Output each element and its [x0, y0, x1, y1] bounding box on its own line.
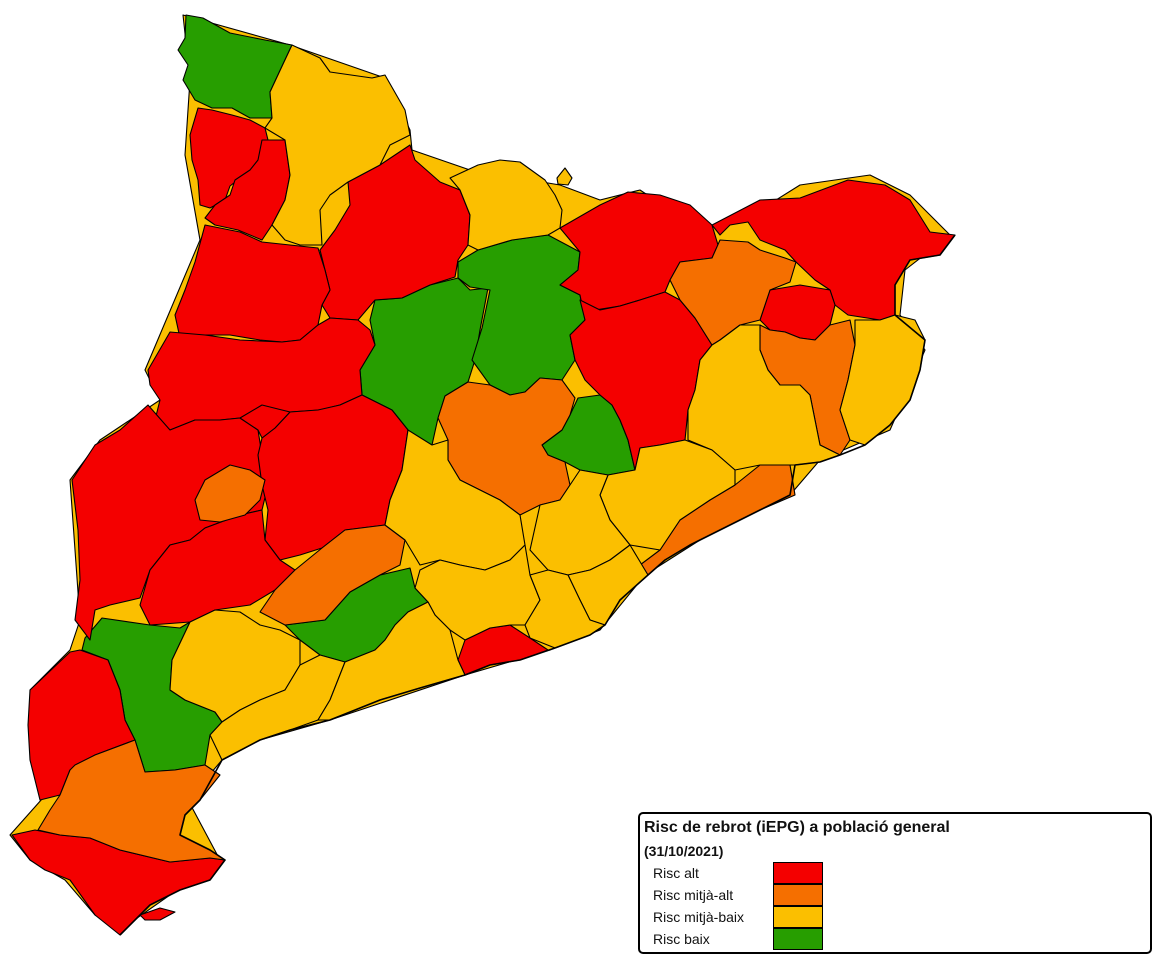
legend-label: Risc mitjà-alt [653, 887, 734, 903]
legend-swatch-orange [773, 884, 823, 906]
legend-subtitle: (31/10/2021) [644, 843, 724, 859]
legend-title: Risc de rebrot (iEPG) a població general [644, 819, 950, 836]
region-bergueda [457, 234, 586, 396]
region-medes-island [556, 167, 573, 186]
legend-label: Risc alt [653, 865, 699, 881]
map-legend: Risc de rebrot (iEPG) a població general… [638, 812, 1152, 954]
legend-swatch-red [773, 862, 823, 884]
region-urgell-small [239, 404, 291, 439]
legend-item-risc-alt: Risc alt [640, 862, 1150, 886]
region-alt-penedes [414, 544, 541, 641]
region-alt-urgell [319, 144, 471, 321]
region-val-aran [177, 14, 293, 119]
region-cerdanya-ripolles [559, 191, 719, 311]
legend-label: Risc mitjà-baix [653, 909, 745, 925]
legend-item-risc-baix: Risc baix [640, 928, 1150, 952]
region-delta-tip [139, 907, 176, 921]
legend-item-risc-mitja-alt: Risc mitjà-alt [640, 884, 1150, 908]
legend-swatch-yellow [773, 906, 823, 928]
legend-label: Risc baix [653, 931, 710, 947]
region-ripolles-orange [669, 239, 797, 346]
region-selva [687, 324, 841, 471]
region-pla-urgell-orange [194, 464, 266, 523]
region-cerdanya [449, 159, 563, 251]
region-pallars-sobira [264, 44, 411, 246]
coastline [119, 234, 956, 936]
legend-item-risc-mitja-baix: Risc mitjà-baix [640, 906, 1150, 930]
legend-swatch-green [773, 928, 823, 950]
region-tarragones [317, 601, 466, 721]
